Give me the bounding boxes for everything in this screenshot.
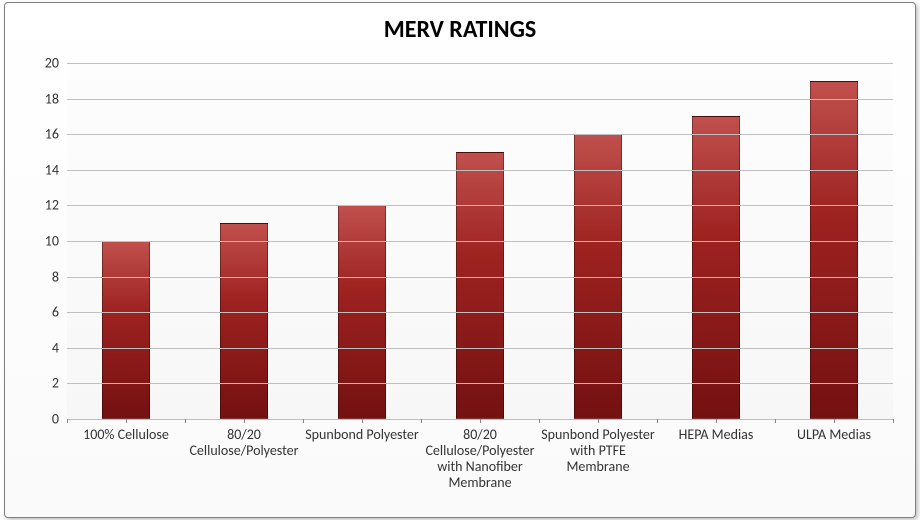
x-axis-category-label: 80/20 Cellulose/Polyester [185, 427, 303, 459]
gridline [67, 241, 893, 242]
x-tick [716, 419, 717, 423]
x-axis-category-label: Spunbond Polyester with PTFE Membrane [539, 427, 657, 475]
y-tick-label: 14 [45, 161, 67, 178]
x-tick [598, 419, 599, 423]
gridline [67, 277, 893, 278]
x-tick [657, 419, 658, 423]
x-tick [362, 419, 363, 423]
x-tick [539, 419, 540, 423]
x-tick [480, 419, 481, 423]
x-tick [126, 419, 127, 423]
gridline [67, 383, 893, 384]
x-tick [185, 419, 186, 423]
gridline [67, 205, 893, 206]
bar [692, 116, 739, 419]
x-axis-category-label: 100% Cellulose [67, 427, 185, 443]
y-tick-label: 12 [45, 197, 67, 214]
x-tick [244, 419, 245, 423]
chart-title: MERV RATINGS [5, 15, 915, 44]
gridline [67, 99, 893, 100]
y-tick-label: 20 [45, 55, 67, 72]
gridline [67, 170, 893, 171]
plot-area: 02468101214161820 [67, 63, 893, 420]
y-tick-label: 8 [52, 268, 67, 285]
x-tick [834, 419, 835, 423]
x-axis-category-label: Spunbond Polyester [303, 427, 421, 443]
x-tick [303, 419, 304, 423]
y-tick-label: 18 [45, 90, 67, 107]
bar [220, 223, 267, 419]
x-tick [893, 419, 894, 423]
x-axis-category-label: ULPA Medias [775, 427, 893, 443]
y-tick-label: 4 [52, 339, 67, 356]
chart-frame: MERV RATINGS 02468101214161820 100% Cell… [4, 2, 916, 518]
x-axis-category-label: HEPA Medias [657, 427, 775, 443]
y-tick-label: 16 [45, 126, 67, 143]
bar [810, 81, 857, 419]
x-tick [67, 419, 68, 423]
x-axis-category-label: 80/20 Cellulose/Polyester with Nanofiber… [421, 427, 539, 491]
x-tick [421, 419, 422, 423]
x-tick [775, 419, 776, 423]
y-tick-label: 0 [52, 411, 67, 428]
gridline [67, 348, 893, 349]
gridline [67, 63, 893, 64]
y-tick-label: 2 [52, 375, 67, 392]
bar [102, 241, 149, 419]
gridline [67, 312, 893, 313]
bar [456, 152, 503, 419]
y-tick-label: 6 [52, 304, 67, 321]
y-tick-label: 10 [45, 233, 67, 250]
gridline [67, 134, 893, 135]
